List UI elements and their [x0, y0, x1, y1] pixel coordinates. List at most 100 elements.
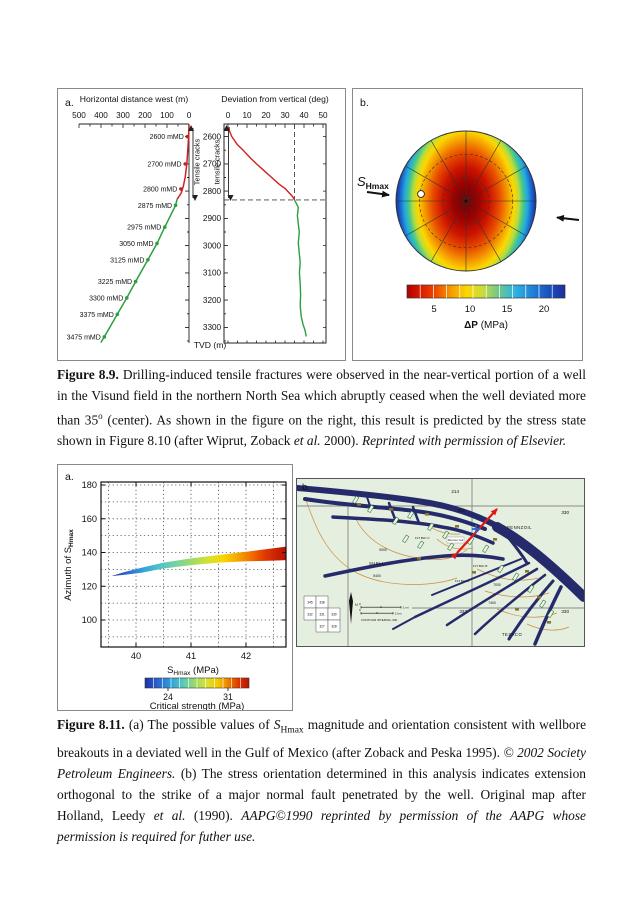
tick-label: 31 — [223, 692, 233, 702]
x-tick-labels: 40 41 42 — [131, 651, 251, 661]
stereonet-rings — [419, 154, 514, 249]
right-axis-title: Deviation from vertical (deg) — [221, 94, 329, 104]
contour-label: 7400 — [488, 601, 496, 605]
tick-label: 30 — [280, 111, 290, 120]
north-arrow-icon: N — [349, 592, 358, 624]
md-label: 2700 mMD — [147, 161, 181, 168]
inset-block: 327 — [319, 625, 325, 629]
scale-label: 0 — [359, 608, 361, 612]
block-label: 214 — [451, 489, 459, 494]
tvd-tick: 3300 — [203, 323, 222, 332]
dp-colorbar: 5 10 15 20 ΔP (MPa) — [406, 284, 566, 331]
company-labels: PENNZOIL SHELL TEXACO — [369, 525, 532, 637]
tick-label: 400 — [94, 111, 108, 120]
tick-label: 500 — [72, 111, 86, 120]
tvd-axis-label: TVD (m) — [194, 340, 227, 350]
right-plot-axes — [223, 123, 327, 344]
fault-map: 9000 5400 7000 7400 214 331 330 337 330 … — [297, 479, 584, 646]
tick-label: 20 — [261, 111, 271, 120]
figure-8-11-panel-b-map: 9000 5400 7000 7400 214 331 330 337 330 … — [296, 478, 585, 647]
md-label: 2800 mMD — [143, 187, 177, 194]
inset-block: 345 — [307, 601, 313, 605]
well-trajectory-plot: a. Horizontal distance west (m) 500 400 … — [65, 94, 329, 350]
caption-text: Drilling-induced tensile fractures were … — [57, 367, 586, 428]
colorbar-segments — [153, 678, 241, 688]
colorbar-title: ΔP (MPa) — [464, 320, 508, 331]
tick-label: 5 — [431, 304, 436, 315]
caption-text: (center). As shown in the figure on the … — [57, 412, 587, 449]
inset-block: 330 — [331, 613, 337, 617]
tick-label: 50 — [318, 111, 328, 120]
fault-block-label: FLT BLK C — [415, 536, 430, 540]
shmax-label: SHmax — [357, 174, 389, 191]
caption-text: (a) The possible values of — [124, 717, 274, 732]
md-label: 3050 mMD — [119, 241, 153, 248]
colorbar-tick-labels: 5 10 15 20 — [431, 304, 549, 315]
tvd-tick-labels: 2600 2700 2800 2900 3000 3100 3200 3300 — [203, 132, 222, 332]
caption-permission: AAPG©1990 reprinted by permission of the… — [57, 807, 586, 844]
tick-label: 41 — [186, 651, 196, 661]
stereonet — [395, 130, 537, 272]
contour-value-labels: 9000 5400 7000 7400 — [373, 548, 501, 605]
block-number-labels: 214 331 330 337 330 — [451, 489, 569, 614]
tick-label: 10 — [465, 304, 476, 315]
shmax-arrow-left-icon — [366, 190, 390, 198]
shmax-azimuth-plot: a. 180 160 140 120 100 40 41 42 Azimuth … — [63, 471, 287, 710]
tick-label: 100 — [82, 615, 97, 625]
scale-bar: 0 1 mi 0 1 km CONTOUR INTERVAL 400 — [359, 602, 409, 622]
md-depth-labels: 2600 mMD 2700 mMD 2800 mMD 2875 mMD 2975… — [67, 134, 184, 341]
panel-a-label: a. — [65, 97, 74, 109]
discovery-well-label: Discovery well — [448, 539, 464, 542]
well-path-left-plot — [100, 124, 190, 343]
caption-text: 2000). — [320, 433, 362, 449]
fault-block-labels: FLT BLK C FLT BLK B FLT BLK A — [415, 536, 487, 583]
tick-label: 40 — [131, 651, 141, 661]
right-axis-tick-labels: 0 10 20 30 40 50 — [226, 111, 328, 120]
fault-block-label: FLT BLK A — [455, 579, 469, 583]
contour-label: 5400 — [373, 574, 381, 578]
colorbar-title: Critical strength (MPa) — [150, 701, 245, 710]
company-label: TEXACO — [502, 632, 522, 637]
tick-label: 140 — [82, 548, 97, 558]
tick-label: 200 — [138, 111, 152, 120]
panel-b-label: b. — [360, 97, 369, 109]
well-location-cross-icon — [472, 525, 480, 533]
inset-block: 338 — [319, 601, 325, 605]
left-axis-title: Horizontal distance west (m) — [80, 94, 189, 104]
contour-label: 7000 — [493, 583, 501, 587]
tick-label: 42 — [241, 651, 251, 661]
discovery-well-tag: Discovery well — [446, 536, 465, 544]
md-label: 3125 mMD — [110, 257, 144, 264]
tvd-tick: 3200 — [203, 296, 222, 305]
tvd-tick: 2700 — [203, 160, 222, 169]
block-label: 330 — [561, 510, 569, 515]
block-label: 331 — [457, 508, 465, 513]
tick-label: 0 — [226, 111, 231, 120]
critical-strength-colorbar: 24 31 — [144, 677, 250, 702]
figure-8-9-panel-a: a. Horizontal distance west (m) 500 400 … — [57, 88, 346, 361]
extension-direction-arrow-icon — [450, 508, 498, 560]
fault-block-label: FLT BLK B — [473, 564, 487, 568]
block-label: 330 — [561, 609, 569, 614]
panel-a-label: a. — [65, 471, 74, 483]
inset-block: 331 — [319, 613, 325, 617]
lease-block-inset: 345 338 332 331 330 327 328 — [303, 595, 341, 633]
tick-label: 300 — [116, 111, 130, 120]
company-label: SHELL — [369, 561, 385, 566]
scale-label: 0 — [359, 602, 361, 606]
shmax-solution-wedge — [111, 546, 286, 577]
tick-label: 100 — [160, 111, 174, 120]
company-label: PENNZOIL — [507, 525, 532, 530]
figure-8-11-caption: Figure 8.11. (a) The possible values of … — [57, 714, 586, 847]
md-label: 2875 mMD — [138, 203, 172, 210]
caption-degree-sup: o — [98, 411, 103, 421]
caption-shmax-sub: Hmax — [280, 725, 304, 736]
md-label: 3375 mMD — [80, 312, 114, 319]
x-axis-label: SHmax (MPa) — [167, 665, 219, 677]
colorbar-segments — [419, 285, 553, 298]
tvd-tick: 3000 — [203, 241, 222, 250]
caption-etal: et al. — [293, 433, 321, 449]
tick-label: 20 — [539, 304, 550, 315]
figure-8-9-caption: Figure 8.9. Drilling-induced tensile fra… — [57, 364, 586, 451]
